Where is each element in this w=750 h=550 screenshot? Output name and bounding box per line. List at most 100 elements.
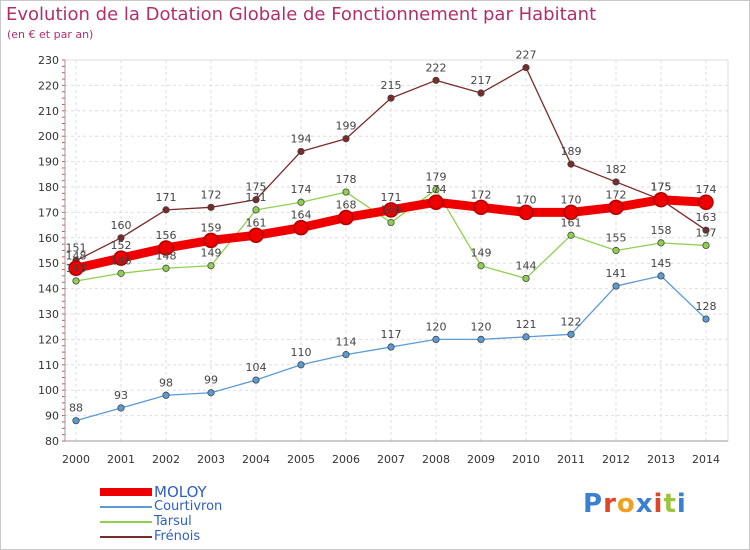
chart-title: Evolution de la Dotation Globale de Fonc… <box>6 4 597 25</box>
data-point-frnois <box>387 94 395 102</box>
legend-swatch-courtivron <box>100 505 152 508</box>
legend-label-tarsul: Tarsul <box>154 513 192 529</box>
legend: MOLOY Courtivron Tarsul Frénois <box>100 484 222 544</box>
data-point-tarsul <box>252 206 260 214</box>
data-point-courtivron <box>252 376 260 384</box>
data-label-tarsul: 179 <box>426 171 447 184</box>
data-point-courtivron <box>432 335 440 343</box>
logo-letter: P <box>583 489 604 519</box>
data-point-courtivron <box>297 361 305 369</box>
logo-letter: i <box>676 489 687 519</box>
data-point-courtivron <box>207 389 215 397</box>
logo-letter: t <box>663 489 677 519</box>
data-label-tarsul: 166 <box>381 204 402 217</box>
logo-letter: o <box>616 489 636 519</box>
data-point-courtivron <box>702 315 710 323</box>
data-point-courtivron <box>567 330 575 338</box>
data-point-courtivron <box>522 333 530 341</box>
x-tick-label: 2007 <box>377 453 405 466</box>
data-label-courtivron: 141 <box>606 267 627 280</box>
x-tick-label: 2004 <box>242 453 270 466</box>
data-label-courtivron: 93 <box>114 389 128 402</box>
data-label-frnois: 172 <box>201 188 222 201</box>
data-point-tarsul <box>432 185 440 194</box>
data-label-tarsul: 148 <box>156 249 177 262</box>
y-tick-label: 220 <box>38 79 59 92</box>
data-point-moloy <box>383 202 399 218</box>
data-point-frnois <box>297 147 305 156</box>
x-tick-label: 2009 <box>467 453 495 466</box>
data-point-moloy <box>338 209 354 226</box>
y-tick-label: 120 <box>38 333 59 346</box>
y-tick-label: 190 <box>38 156 59 169</box>
data-label-moloy: 172 <box>606 188 627 201</box>
data-label-tarsul: 149 <box>471 247 492 260</box>
x-tick-label: 2005 <box>287 453 315 466</box>
y-tick-label: 90 <box>45 410 59 423</box>
legend-swatch-moloy <box>100 487 152 496</box>
x-tick-label: 2001 <box>107 453 135 466</box>
data-label-moloy: 156 <box>156 229 177 242</box>
data-point-tarsul <box>567 231 575 239</box>
data-label-frnois: 217 <box>471 74 492 87</box>
data-label-frnois: 175 <box>246 181 267 194</box>
chart-subtitle: (en € et par an) <box>7 28 94 41</box>
data-point-moloy <box>428 194 444 210</box>
data-label-frnois: 227 <box>516 49 537 62</box>
data-point-moloy <box>473 199 489 216</box>
data-label-moloy: 174 <box>696 183 717 196</box>
y-tick-label: 210 <box>38 105 59 118</box>
x-tick-label: 2010 <box>512 453 540 466</box>
y-tick-label: 130 <box>38 308 59 321</box>
data-point-tarsul <box>117 269 125 277</box>
legend-label-frenois: Frénois <box>154 528 201 544</box>
data-label-moloy: 175 <box>651 181 672 194</box>
data-point-moloy <box>293 219 309 236</box>
data-label-frnois: 182 <box>606 163 627 176</box>
data-label-moloy: 148 <box>66 249 87 262</box>
data-label-moloy: 174 <box>426 183 447 196</box>
y-tick-label: 80 <box>45 435 59 448</box>
data-point-frnois <box>477 89 485 97</box>
data-point-tarsul <box>702 241 710 250</box>
data-label-tarsul: 171 <box>246 191 267 204</box>
y-tick-label: 100 <box>38 384 59 397</box>
data-point-tarsul <box>612 246 620 255</box>
legend-item-frenois: Frénois <box>100 529 222 544</box>
data-point-frnois <box>252 196 260 204</box>
data-label-tarsul: 178 <box>336 173 357 186</box>
y-tick-label: 150 <box>38 257 59 270</box>
data-point-frnois <box>162 206 170 214</box>
x-tick-label: 2013 <box>647 453 675 466</box>
x-tick-label: 2012 <box>602 453 630 466</box>
data-label-courtivron: 114 <box>336 336 357 349</box>
data-label-moloy: 159 <box>201 221 222 234</box>
data-label-frnois: 222 <box>426 61 447 74</box>
data-label-moloy: 168 <box>336 198 357 211</box>
data-point-moloy <box>653 191 669 208</box>
data-label-tarsul: 155 <box>606 232 627 245</box>
data-label-frnois: 194 <box>291 132 312 145</box>
legend-item-courtivron: Courtivron <box>100 499 222 514</box>
legend-label-courtivron: Courtivron <box>154 498 223 514</box>
legend-item-moloy: MOLOY <box>100 484 222 499</box>
data-point-courtivron <box>162 391 170 399</box>
data-point-courtivron <box>612 282 620 290</box>
data-point-frnois <box>522 64 530 72</box>
data-label-tarsul: 157 <box>696 226 717 239</box>
logo-letter: x <box>635 489 654 519</box>
data-label-courtivron: 128 <box>696 300 717 313</box>
data-label-tarsul: 149 <box>201 247 222 260</box>
data-point-frnois <box>702 226 710 234</box>
proxiti-logo: Proxiti <box>583 489 687 519</box>
data-point-courtivron <box>387 343 395 351</box>
data-point-courtivron <box>342 351 350 359</box>
y-tick-label: 140 <box>38 283 59 296</box>
data-label-frnois: 160 <box>111 219 132 232</box>
data-point-tarsul <box>522 274 530 283</box>
data-point-tarsul <box>387 218 395 227</box>
logo-letter: r <box>603 489 617 519</box>
data-point-moloy <box>248 227 264 244</box>
y-tick-label: 160 <box>38 232 59 245</box>
